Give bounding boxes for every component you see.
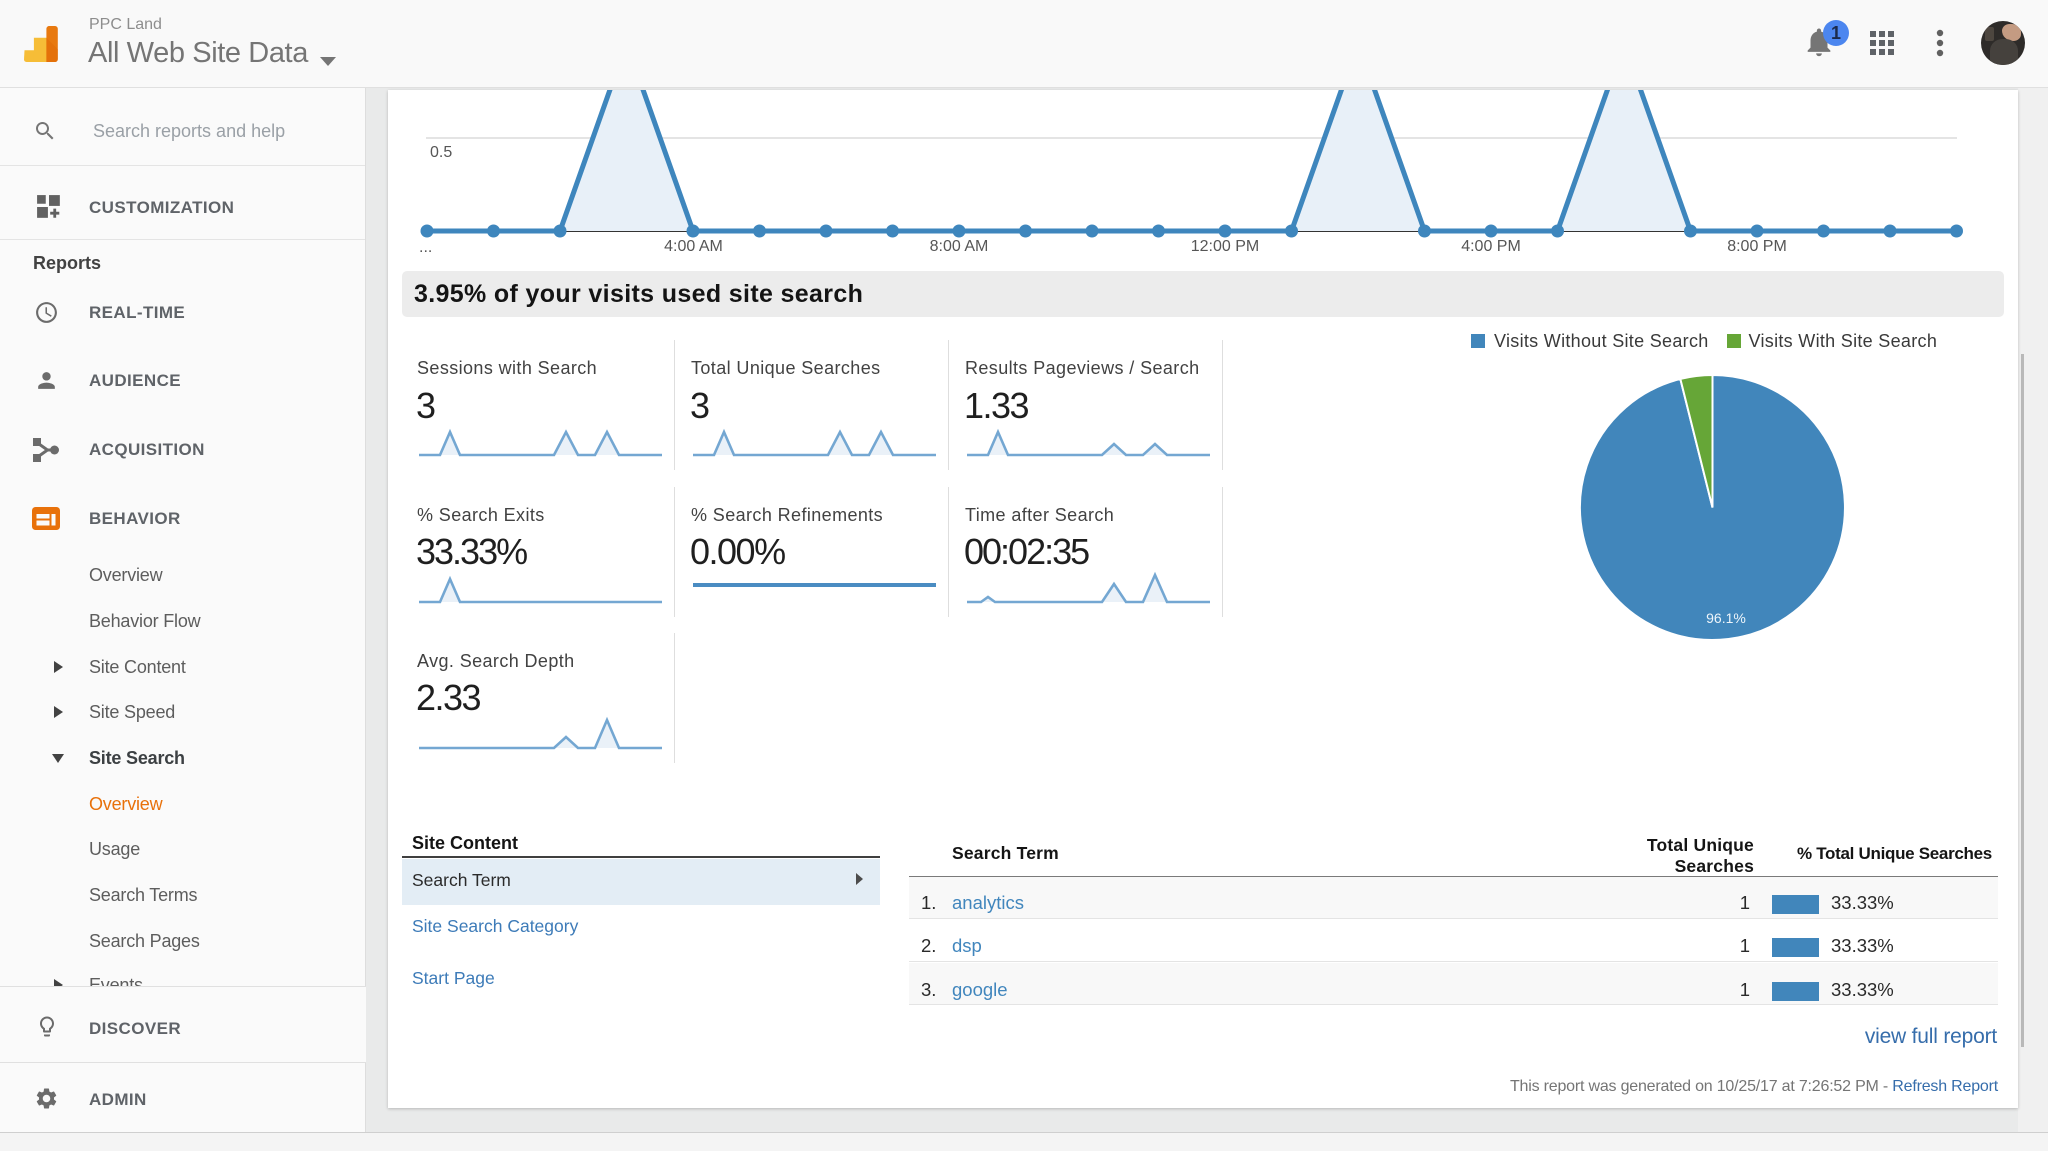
svg-text:96.1%: 96.1% <box>1706 610 1746 626</box>
